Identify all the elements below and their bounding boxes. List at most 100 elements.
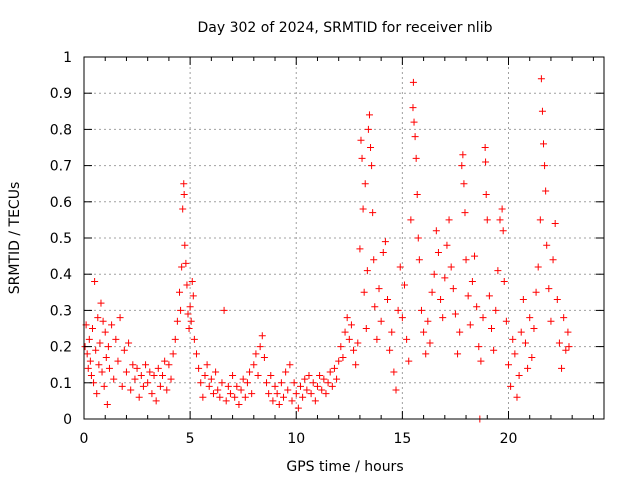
data-point	[322, 390, 330, 398]
data-point	[377, 317, 385, 325]
data-point	[432, 227, 440, 235]
data-point	[360, 288, 368, 296]
data-point	[449, 285, 457, 293]
data-point	[368, 162, 376, 170]
y-axis-label: SRMTID / TECUs	[7, 182, 23, 295]
data-point	[370, 256, 378, 264]
data-point	[159, 372, 167, 380]
data-point	[356, 245, 364, 253]
data-point	[407, 216, 415, 224]
data-point	[226, 390, 234, 398]
data-point	[231, 393, 239, 401]
data-point	[519, 296, 527, 304]
data-point	[341, 328, 349, 336]
data-point	[203, 361, 211, 369]
data-point	[97, 299, 105, 307]
data-point	[103, 401, 111, 409]
chart-title: Day 302 of 2024, SRMTID for receiver nli…	[198, 20, 493, 36]
y-tick-label: 1	[63, 50, 72, 66]
data-point	[549, 256, 557, 264]
data-point	[485, 292, 493, 300]
data-point	[167, 375, 175, 383]
data-point	[112, 335, 120, 343]
data-point	[313, 382, 321, 390]
data-point	[398, 314, 406, 322]
data-point	[434, 248, 442, 256]
data-point	[181, 241, 189, 249]
data-point	[509, 335, 517, 343]
data-point	[456, 328, 464, 336]
data-point	[420, 328, 428, 336]
y-tick-label: 0.1	[50, 376, 72, 392]
data-point	[350, 346, 358, 354]
data-point	[122, 368, 130, 376]
data-point	[197, 379, 205, 387]
data-point	[352, 361, 360, 369]
data-point	[468, 277, 476, 285]
data-point	[396, 263, 404, 271]
data-point	[84, 364, 92, 372]
data-point	[502, 317, 510, 325]
y-tick-label: 0.4	[50, 267, 72, 283]
data-point	[339, 353, 347, 361]
data-point	[156, 382, 164, 390]
data-point	[521, 339, 529, 347]
data-point	[83, 350, 91, 358]
data-point	[142, 361, 150, 369]
data-point	[267, 372, 275, 380]
data-point	[532, 288, 540, 296]
data-point	[473, 303, 481, 311]
data-point	[524, 364, 532, 372]
data-point	[517, 328, 525, 336]
data-point	[229, 372, 237, 380]
data-point	[311, 397, 319, 405]
data-point	[443, 241, 451, 249]
data-point	[483, 216, 491, 224]
data-point	[357, 136, 365, 144]
data-point	[243, 379, 251, 387]
data-point	[458, 162, 466, 170]
data-point	[246, 368, 254, 376]
x-tick-label: 0	[80, 431, 89, 447]
tick-labels: 00.10.20.30.40.50.60.70.80.910 5 10 15 20	[50, 50, 518, 447]
data-point	[499, 227, 507, 235]
data-point	[189, 292, 197, 300]
data-point	[100, 382, 108, 390]
data-point	[373, 335, 381, 343]
data-point	[288, 397, 296, 405]
data-point	[303, 386, 311, 394]
data-point	[477, 357, 485, 365]
data-point	[490, 346, 498, 354]
data-point	[354, 339, 362, 347]
data-point	[282, 368, 290, 376]
data-point	[347, 321, 355, 329]
data-point	[163, 386, 171, 394]
data-point	[564, 328, 572, 336]
data-point	[409, 104, 417, 112]
data-point	[417, 306, 425, 314]
data-point	[263, 379, 271, 387]
data-point	[359, 205, 367, 213]
data-point	[96, 339, 104, 347]
data-point	[466, 321, 474, 329]
data-point	[137, 372, 145, 380]
data-point	[187, 317, 195, 325]
data-point	[95, 361, 103, 369]
data-point	[565, 343, 573, 351]
data-point	[185, 325, 193, 332]
data-point	[139, 382, 147, 390]
data-point	[388, 328, 396, 336]
data-point	[85, 335, 93, 343]
data-point	[555, 339, 563, 347]
data-point	[428, 288, 436, 296]
data-point	[494, 267, 502, 275]
data-point	[99, 317, 107, 325]
data-point	[492, 306, 500, 314]
data-point	[102, 353, 110, 361]
data-point	[412, 154, 420, 162]
data-point	[345, 335, 353, 343]
data-point	[273, 390, 281, 398]
data-point	[299, 393, 307, 401]
data-point	[199, 393, 207, 401]
data-point	[218, 379, 226, 387]
